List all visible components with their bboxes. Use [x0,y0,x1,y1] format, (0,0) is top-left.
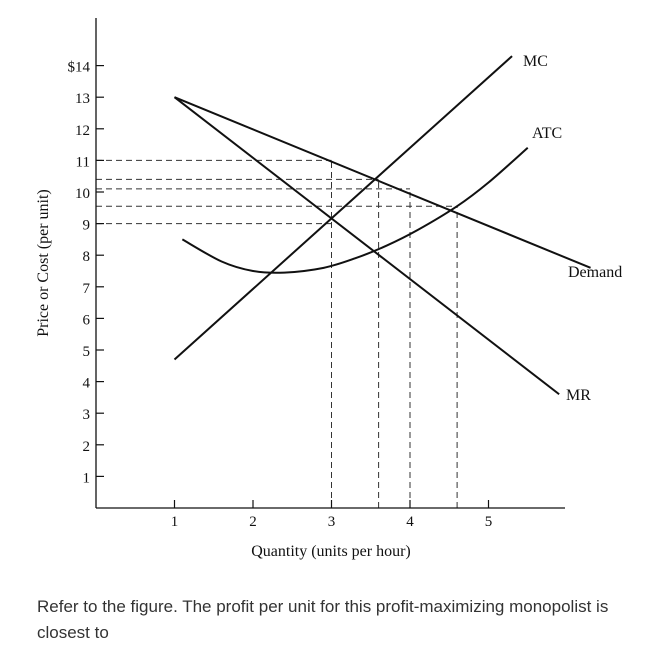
atc-curve-label: ATC [532,125,562,142]
question-text: Refer to the figure. The profit per unit… [37,597,609,642]
y-tick-label: 8 [83,249,91,265]
x-axis-label: Quantity (units per hour) [251,543,411,560]
y-tick-label: 12 [75,123,90,139]
y-tick-label: 1 [83,470,91,486]
y-tick-label: 7 [83,281,91,297]
y-tick-label: 13 [75,91,90,107]
y-tick-label: 6 [83,312,91,328]
x-tick-label: 5 [485,514,493,530]
y-tick-label: 11 [76,154,90,170]
curves [173,55,591,396]
y-tick-label: 5 [83,344,91,360]
mr-curve-label: MR [566,387,591,404]
mr-curve [173,96,560,396]
y-tick-label: 3 [83,407,91,423]
labels: MC ATC Demand MR [523,53,622,404]
x-tick-label: 2 [249,514,257,530]
demand-curve-label: Demand [568,264,622,281]
dashed-reference-lines [96,159,458,508]
demand-curve [174,96,591,269]
atc-curve [181,147,529,274]
x-tick-label: 3 [328,514,336,530]
axes [95,18,565,509]
y-tick-label: $14 [68,60,91,76]
mc-curve-label: MC [523,53,548,70]
y-tick-label: 2 [83,439,91,455]
y-tick-label: 4 [83,376,91,392]
y-tick-label: 10 [75,186,90,202]
y-tick-label: 9 [83,218,91,234]
x-tick-label: 4 [406,514,414,530]
x-tick-label: 1 [171,514,179,530]
y-axis-label: Price or Cost (per unit) [35,189,52,337]
mc-curve [173,55,513,361]
